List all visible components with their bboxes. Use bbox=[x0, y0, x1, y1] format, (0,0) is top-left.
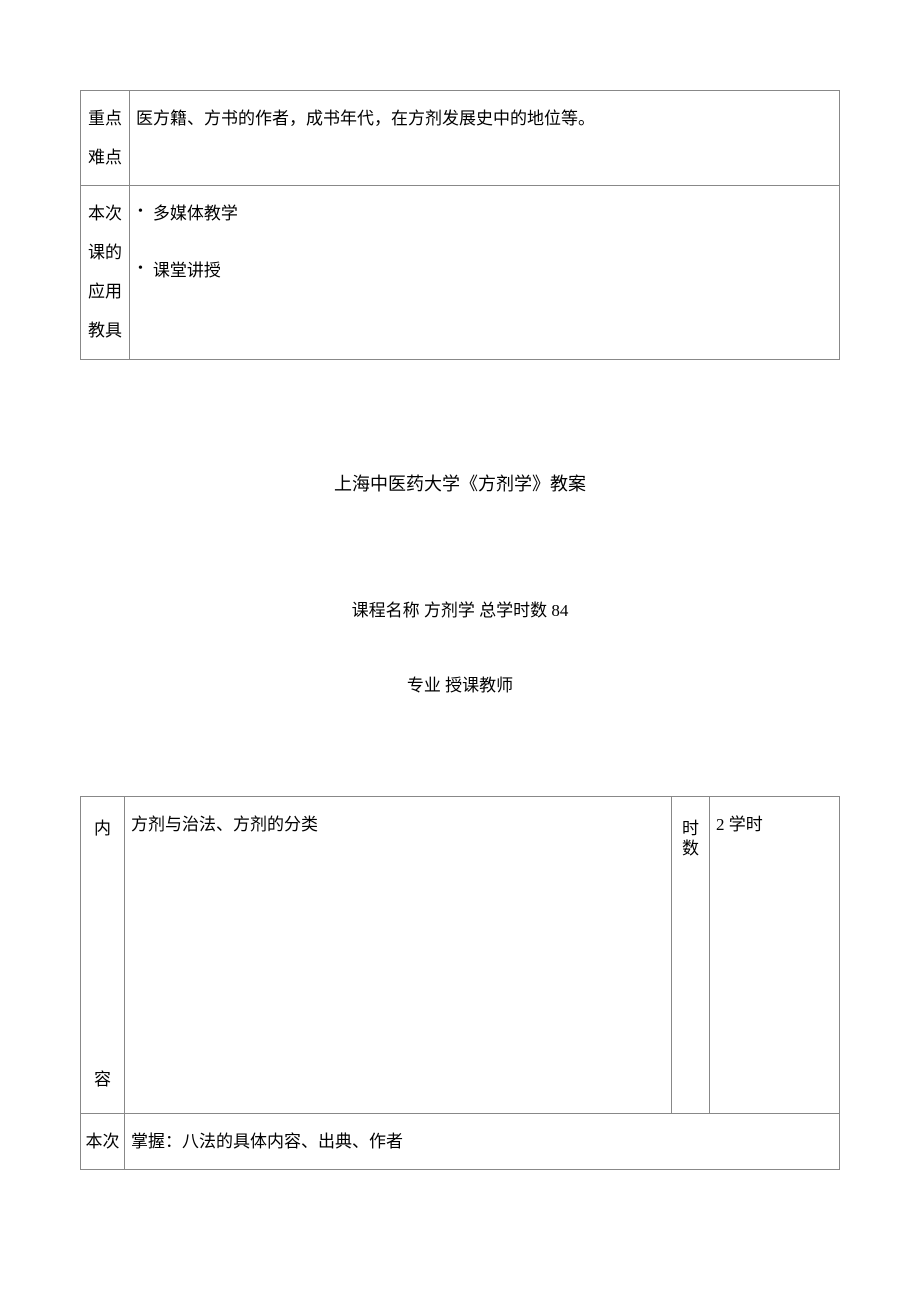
label-text: 难点 bbox=[83, 138, 127, 177]
label-char: 容 bbox=[85, 1070, 120, 1090]
bullet-item: • 多媒体教学 bbox=[136, 194, 833, 233]
label-text: 重点 bbox=[83, 99, 127, 138]
row-label-cell: 本次 课的 应用 教具 bbox=[81, 186, 130, 359]
row-content-cell: 方剂与治法、方剂的分类 bbox=[125, 796, 672, 1113]
bullet-text: 多媒体教学 bbox=[153, 194, 238, 233]
label-char: 数 bbox=[676, 839, 705, 859]
label-text: 本次 bbox=[86, 1132, 120, 1151]
row-label-cell: 内 容 bbox=[81, 796, 125, 1113]
row-content-cell: 掌握：八法的具体内容、出典、作者 bbox=[125, 1113, 840, 1169]
row-content-cell: 医方籍、方书的作者，成书年代，在方剂发展史中的地位等。 bbox=[130, 91, 840, 186]
table-lower: 内 容 方剂与治法、方剂的分类 时 数 2 学时 本次 掌握： bbox=[80, 796, 840, 1170]
label-text: 教具 bbox=[83, 311, 127, 350]
row-content-cell: 2 学时 bbox=[710, 796, 840, 1113]
label-text: 课的 bbox=[83, 233, 127, 272]
label-char: 内 bbox=[85, 819, 120, 839]
bullet-icon: • bbox=[138, 251, 153, 287]
bullet-icon: • bbox=[138, 194, 153, 230]
label-text: 应用 bbox=[83, 272, 127, 311]
label-char: 时 bbox=[676, 819, 705, 839]
content-text: 方剂与治法、方剂的分类 bbox=[131, 815, 318, 834]
content-text: 2 学时 bbox=[716, 815, 763, 834]
course-meta: 课程名称 方剂学 总学时数 84 bbox=[80, 596, 840, 621]
bullet-text: 课堂讲授 bbox=[153, 251, 221, 290]
table-row: 本次 掌握：八法的具体内容、出典、作者 bbox=[81, 1113, 840, 1169]
label-text: 本次 bbox=[83, 194, 127, 233]
table-row: 本次 课的 应用 教具 • 多媒体教学 • 课堂讲授 bbox=[81, 186, 840, 359]
bullet-item: • 课堂讲授 bbox=[136, 251, 833, 290]
table-upper: 重点 难点 医方籍、方书的作者，成书年代，在方剂发展史中的地位等。 本次 课的 … bbox=[80, 90, 840, 360]
row-label-cell: 本次 bbox=[81, 1113, 125, 1169]
row-label-cell: 重点 难点 bbox=[81, 91, 130, 186]
content-text: 掌握：八法的具体内容、出典、作者 bbox=[131, 1132, 403, 1151]
row-content-cell: • 多媒体教学 • 课堂讲授 bbox=[130, 186, 840, 359]
page-title: 上海中医药大学《方剂学》教案 bbox=[80, 470, 840, 496]
content-text: 医方籍、方书的作者，成书年代，在方剂发展史中的地位等。 bbox=[136, 109, 595, 128]
row-label-cell: 时 数 bbox=[672, 796, 710, 1113]
course-meta: 专业 授课教师 bbox=[80, 671, 840, 696]
table-row: 重点 难点 医方籍、方书的作者，成书年代，在方剂发展史中的地位等。 bbox=[81, 91, 840, 186]
table-row: 内 容 方剂与治法、方剂的分类 时 数 2 学时 bbox=[81, 796, 840, 1113]
